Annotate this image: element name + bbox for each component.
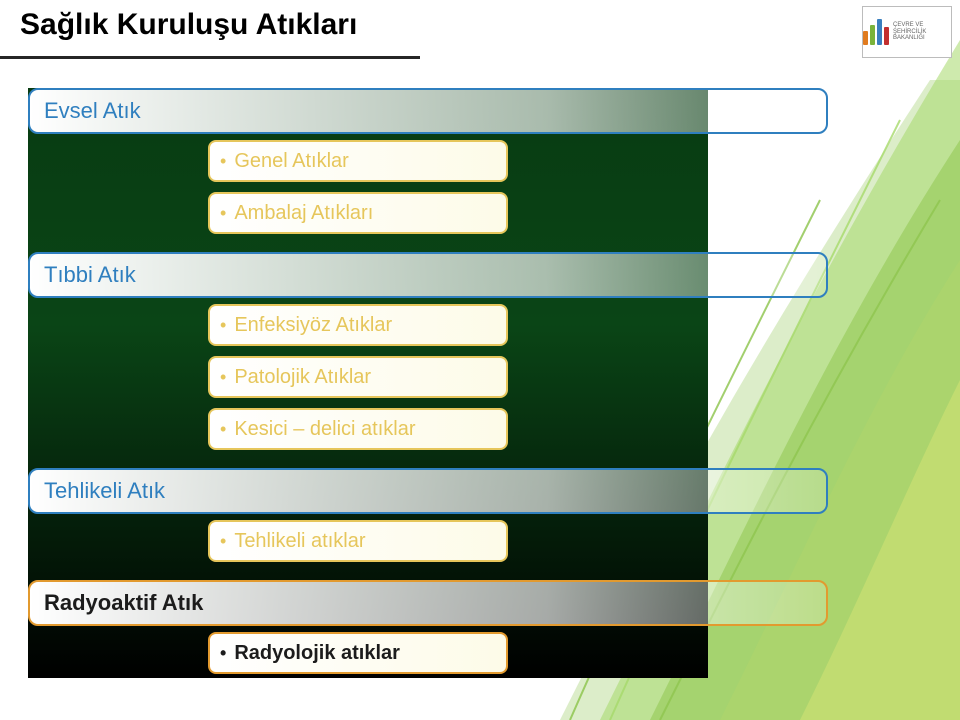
hierarchy-content: Evsel Atık • Genel Atıklar • Ambalaj Atı…	[28, 88, 828, 692]
logo-bars-icon	[863, 19, 889, 45]
category-evsel-atik: Evsel Atık	[28, 88, 828, 134]
sub-ambalaj-atiklari: • Ambalaj Atıkları	[208, 192, 508, 234]
sub-kesici-delici: • Kesici – delici atıklar	[208, 408, 508, 450]
bullet-icon: •	[220, 643, 226, 664]
category-radyoaktif-atik: Radyoaktif Atık	[28, 580, 828, 626]
category-tibbi-atik: Tıbbi Atık	[28, 252, 828, 298]
slide: ÇEVRE VE ŞEHİRCİLİK BAKANLIĞI Sağlık Kur…	[0, 0, 960, 720]
subgroup-radyoaktif: • Radyolojik atıklar	[208, 632, 828, 674]
bullet-icon: •	[220, 419, 226, 440]
ministry-logo: ÇEVRE VE ŞEHİRCİLİK BAKANLIĞI	[862, 6, 952, 58]
sub-enfeksiyoz: • Enfeksiyöz Atıklar	[208, 304, 508, 346]
sub-radyolojik: • Radyolojik atıklar	[208, 632, 508, 674]
category-label: Tehlikeli Atık	[44, 478, 165, 504]
category-label: Evsel Atık	[44, 98, 141, 124]
bullet-icon: •	[220, 315, 226, 336]
sub-label: Kesici – delici atıklar	[234, 418, 415, 441]
bullet-icon: •	[220, 151, 226, 172]
subgroup-tehlikeli: • Tehlikeli atıklar	[208, 520, 828, 562]
category-tehlikeli-atik: Tehlikeli Atık	[28, 468, 828, 514]
logo-text: ÇEVRE VE ŞEHİRCİLİK BAKANLIĞI	[893, 22, 951, 42]
sub-label: Radyolojik atıklar	[234, 642, 400, 665]
title-underline	[0, 56, 420, 59]
bullet-icon: •	[220, 531, 226, 552]
page-title: Sağlık Kuruluşu Atıkları	[20, 8, 357, 42]
sub-label: Tehlikeli atıklar	[234, 530, 365, 553]
sub-label: Ambalaj Atıkları	[234, 202, 373, 225]
sub-genel-atiklar: • Genel Atıklar	[208, 140, 508, 182]
category-label: Radyoaktif Atık	[44, 590, 203, 616]
sub-label: Genel Atıklar	[234, 150, 349, 173]
subgroup-tibbi: • Enfeksiyöz Atıklar • Patolojik Atıklar…	[208, 304, 828, 450]
category-label: Tıbbi Atık	[44, 262, 136, 288]
sub-tehlikeli-atiklar: • Tehlikeli atıklar	[208, 520, 508, 562]
bullet-icon: •	[220, 367, 226, 388]
sub-label: Enfeksiyöz Atıklar	[234, 314, 392, 337]
sub-label: Patolojik Atıklar	[234, 366, 371, 389]
sub-patolojik: • Patolojik Atıklar	[208, 356, 508, 398]
subgroup-evsel: • Genel Atıklar • Ambalaj Atıkları	[208, 140, 828, 234]
bullet-icon: •	[220, 203, 226, 224]
